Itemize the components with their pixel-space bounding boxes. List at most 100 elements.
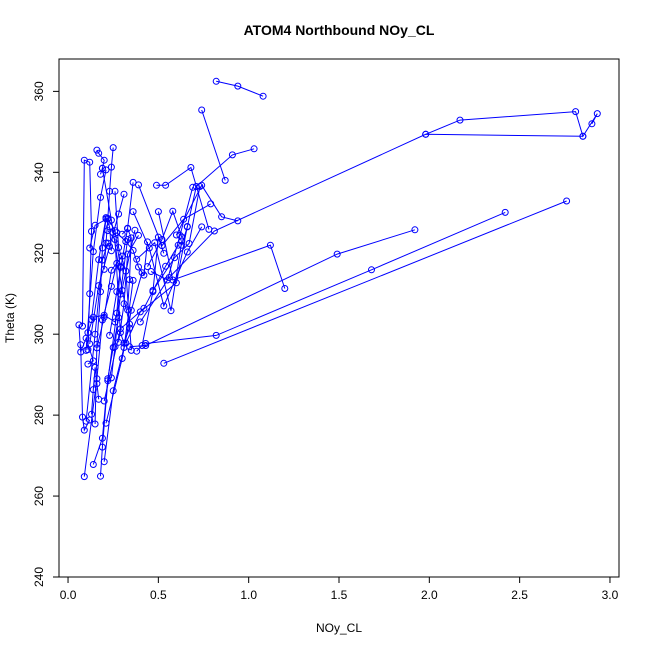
data-point [149, 287, 157, 294]
series-33 [115, 231, 142, 346]
data-point [133, 347, 141, 355]
x-axis-label: NOy_CL [316, 621, 362, 635]
series-line [91, 215, 112, 320]
data-point [107, 374, 115, 382]
data-point [88, 227, 95, 235]
series-line [145, 211, 506, 344]
data-point [579, 132, 587, 140]
data-point [187, 164, 195, 171]
data-point [98, 164, 106, 172]
series-line [125, 226, 188, 344]
data-point [154, 208, 162, 216]
data-point [89, 248, 97, 256]
data-point [107, 216, 115, 224]
data-point [109, 144, 117, 152]
data-point [113, 309, 121, 317]
data-point [207, 200, 215, 208]
series-line [101, 168, 130, 325]
data-point [147, 268, 155, 275]
data-point [218, 213, 226, 221]
data-point [138, 269, 146, 277]
series-line [80, 344, 91, 432]
data-point [120, 190, 128, 198]
data-point [86, 244, 94, 252]
data-point [126, 324, 133, 332]
series-line [118, 235, 139, 343]
data-point [115, 338, 123, 346]
data-point [126, 320, 133, 328]
series-line [138, 184, 211, 247]
data-point [234, 82, 242, 90]
data-point [79, 413, 86, 421]
data-point [111, 343, 119, 351]
series-line [181, 148, 255, 246]
series-line [201, 109, 226, 181]
data-point [104, 375, 112, 383]
series-line [163, 200, 567, 364]
data-point [456, 116, 464, 124]
x-tick-label: 0.0 [60, 588, 77, 602]
series-line [96, 255, 123, 349]
x-axis: 0.0 0.5 1.0 1.5 2.0 2.5 3.0 [60, 576, 619, 602]
data-point [91, 221, 99, 229]
series-0 [212, 77, 267, 100]
data-point [153, 181, 160, 189]
data-point [142, 342, 150, 349]
series-line [129, 229, 416, 348]
data-point [266, 241, 274, 249]
data-point [136, 308, 144, 316]
series-34 [144, 207, 186, 271]
data-point [593, 110, 601, 118]
data-point [107, 266, 115, 274]
data-point [93, 344, 101, 352]
data-point [422, 130, 430, 138]
data-point [124, 224, 132, 232]
chart-title: ATOM4 Northbound NOy_CL [244, 22, 435, 38]
data-point [212, 77, 220, 85]
series-line [425, 111, 598, 138]
data-point [135, 231, 142, 239]
series-line [91, 367, 100, 415]
series-line [89, 217, 121, 268]
data-point [221, 176, 229, 184]
data-point [174, 241, 182, 249]
data-point [129, 276, 137, 284]
data-point [178, 233, 186, 241]
data-point [93, 375, 101, 383]
data-point [111, 318, 119, 326]
data-point [98, 434, 106, 442]
series-line [78, 324, 94, 365]
series-35 [147, 183, 197, 284]
y-axis-label: Theta (K) [3, 293, 17, 343]
x-tick-label: 3.0 [602, 588, 619, 602]
data-point [106, 242, 114, 250]
data-point [118, 252, 126, 260]
data-point [183, 223, 191, 230]
data-point [167, 307, 175, 315]
series-line [152, 186, 201, 291]
series-46 [98, 164, 133, 328]
series-line [132, 211, 203, 308]
data-point [154, 233, 162, 241]
data-point [107, 282, 115, 290]
series-38 [100, 241, 182, 405]
data-point [75, 321, 83, 329]
data-point [106, 331, 114, 339]
series-4 [136, 130, 587, 326]
data-point [234, 217, 242, 225]
data-point [80, 473, 88, 481]
series-line [136, 236, 165, 352]
data-point [91, 420, 99, 428]
data-point [107, 163, 115, 171]
data-point [136, 318, 144, 326]
series-line [157, 211, 286, 289]
x-tick-label: 2.0 [421, 588, 438, 602]
series-line [216, 80, 264, 97]
data-point [189, 183, 197, 191]
data-point [100, 397, 108, 405]
series-line [94, 218, 107, 425]
data-point [588, 120, 596, 128]
data-point [145, 244, 153, 252]
data-point [144, 263, 151, 271]
